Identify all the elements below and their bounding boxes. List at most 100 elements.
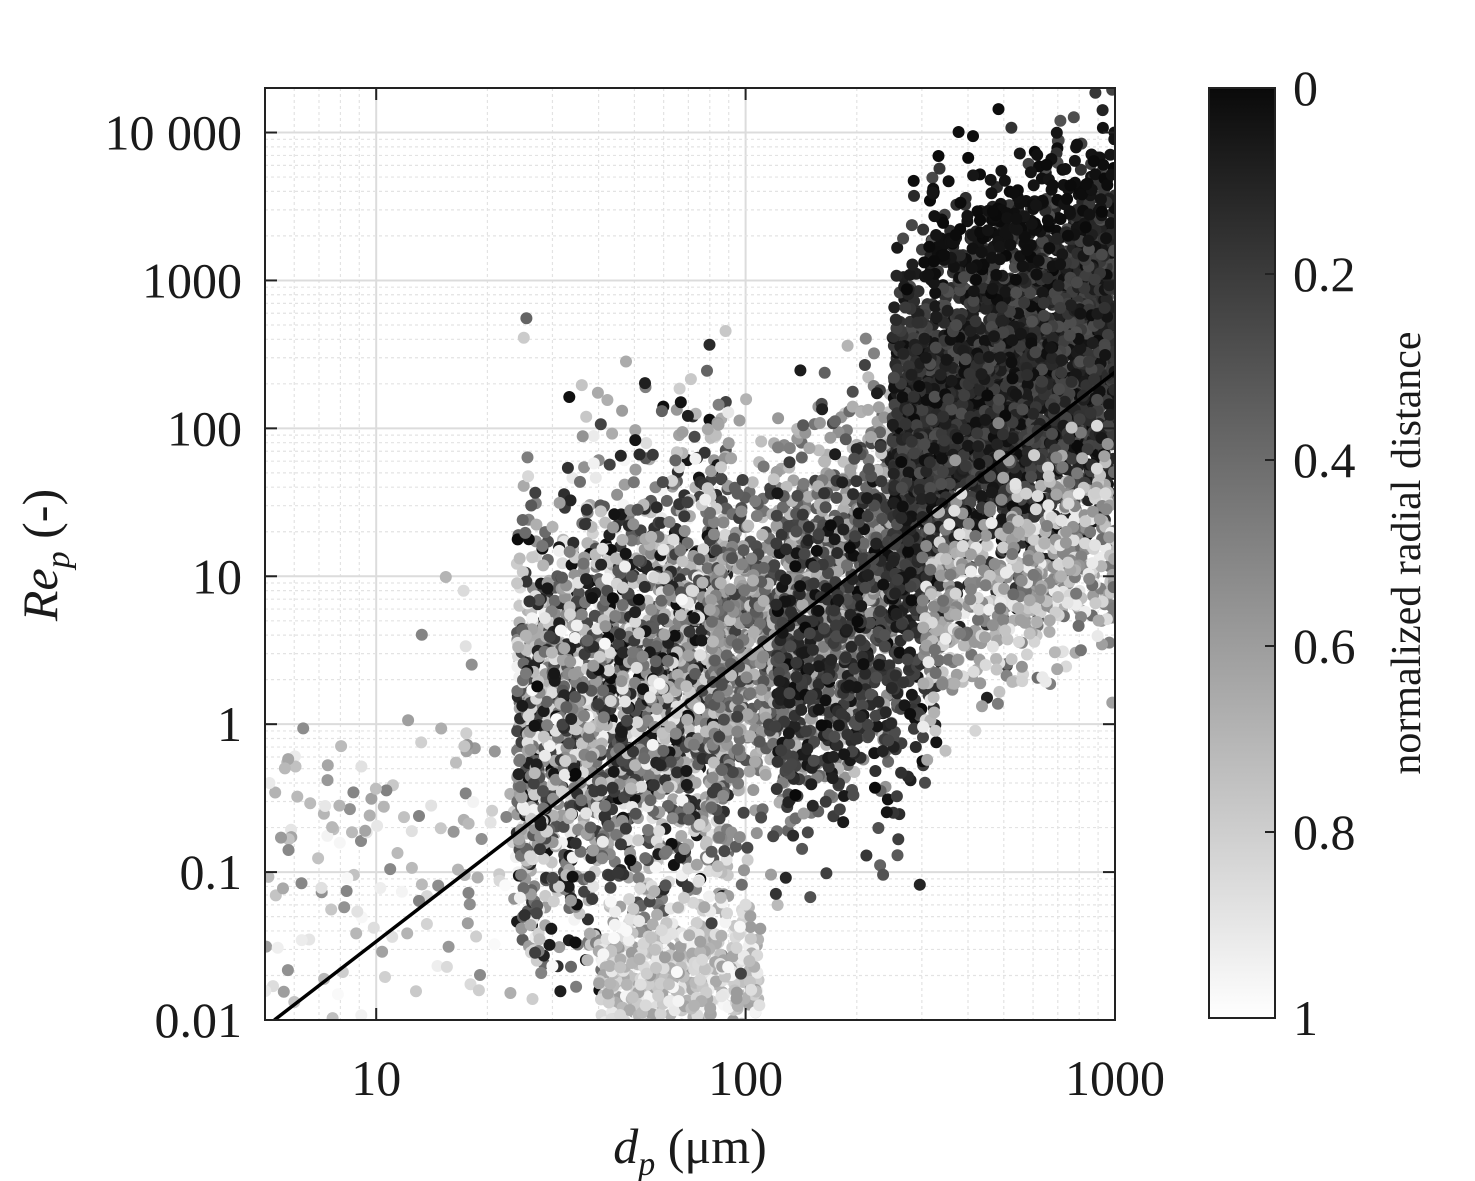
data-point [645, 603, 658, 616]
data-point [537, 785, 549, 798]
data-point [672, 995, 685, 1007]
data-point [819, 455, 831, 468]
data-point [623, 893, 636, 906]
data-point [693, 553, 706, 566]
data-point [587, 457, 600, 470]
data-point [569, 837, 582, 850]
data-point [541, 719, 554, 732]
data-point [569, 632, 581, 644]
data-point [518, 909, 531, 922]
data-point [515, 922, 528, 935]
data-point [282, 753, 295, 766]
data-point [674, 609, 687, 622]
data-point [556, 718, 569, 731]
data-point [681, 537, 694, 550]
data-point [849, 530, 862, 543]
data-point [710, 544, 723, 557]
data-point [684, 373, 697, 386]
data-point [668, 629, 681, 642]
data-point [537, 559, 550, 572]
data-point [682, 802, 695, 815]
data-point [333, 799, 346, 812]
data-point [431, 960, 444, 972]
data-point [557, 820, 570, 833]
data-point [730, 986, 743, 999]
data-point [695, 634, 708, 647]
data-point [738, 584, 751, 597]
data-point [675, 830, 688, 842]
data-point [458, 740, 471, 753]
data-point [648, 571, 661, 584]
data-point [708, 528, 720, 541]
data-point [650, 961, 662, 974]
data-point [570, 619, 583, 632]
data-point [560, 701, 573, 714]
data-point [500, 811, 513, 823]
data-point [772, 441, 784, 454]
data-point [682, 649, 695, 662]
data-point [713, 730, 726, 743]
data-point [642, 824, 654, 836]
data-point [678, 510, 691, 523]
data-point [520, 667, 532, 680]
data-point [652, 989, 665, 1002]
data-point [861, 492, 873, 505]
data-point [539, 889, 552, 902]
data-point [796, 842, 809, 855]
data-point [733, 920, 746, 933]
data-point [783, 442, 796, 455]
data-point [474, 969, 486, 981]
data-point [563, 545, 576, 558]
data-point [767, 473, 780, 486]
data-point [321, 774, 334, 787]
data-point [569, 936, 582, 949]
data-point [537, 705, 550, 718]
data-point [516, 514, 529, 526]
data-point [708, 654, 721, 667]
data-point [619, 547, 632, 560]
data-point [670, 966, 683, 978]
data-point [683, 625, 696, 638]
data-point [548, 594, 561, 607]
data-point [583, 870, 596, 883]
data-point [565, 713, 578, 725]
data-point [374, 882, 387, 894]
data-point [767, 830, 780, 843]
data-point [701, 364, 713, 377]
data-point [545, 646, 558, 659]
data-point [625, 534, 638, 547]
data-point [377, 800, 390, 813]
data-point [715, 990, 728, 1003]
data-point [680, 778, 693, 791]
data-point [488, 745, 501, 758]
data-point [663, 516, 676, 528]
data-point [462, 817, 475, 830]
data-point [689, 452, 702, 465]
data-point [631, 716, 644, 729]
data-point [735, 878, 748, 891]
data-point [734, 967, 747, 980]
data-point [674, 544, 687, 557]
data-point [528, 719, 541, 732]
data-point [563, 391, 576, 403]
data-point [717, 516, 730, 529]
data-point [591, 386, 604, 399]
data-point [876, 512, 889, 525]
data-point [705, 615, 718, 628]
data-point [736, 474, 749, 486]
data-point [603, 960, 616, 972]
data-point [355, 760, 368, 773]
data-point [688, 430, 701, 443]
data-point [747, 784, 760, 796]
data-point [465, 658, 478, 671]
data-point [627, 518, 640, 531]
data-point [603, 646, 616, 659]
data-point [315, 881, 328, 894]
data-point [519, 526, 532, 539]
data-point [829, 448, 842, 461]
data-point [633, 953, 646, 966]
data-point [795, 451, 808, 464]
data-point [719, 528, 732, 541]
data-point [847, 488, 860, 501]
data-point [892, 833, 905, 846]
